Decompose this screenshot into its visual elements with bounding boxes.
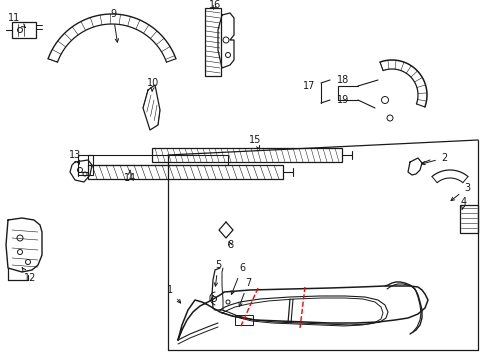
Text: 4: 4: [460, 197, 466, 210]
Text: 8: 8: [226, 240, 233, 250]
Bar: [152, 148, 341, 162]
Text: 12: 12: [22, 268, 36, 283]
Bar: [88, 155, 227, 165]
Text: 13: 13: [69, 150, 81, 164]
Text: 7: 7: [239, 278, 251, 306]
Text: 1: 1: [166, 285, 180, 303]
Bar: [235, 315, 252, 325]
Bar: [459, 205, 477, 233]
Text: 16: 16: [208, 0, 221, 10]
Text: 11: 11: [8, 13, 25, 27]
Text: 2: 2: [421, 153, 446, 165]
Bar: [78, 155, 93, 175]
Text: 14: 14: [123, 170, 136, 183]
Text: 17: 17: [302, 81, 314, 91]
Text: 10: 10: [146, 78, 159, 91]
Bar: [204, 8, 221, 76]
Bar: [88, 165, 283, 179]
Text: 3: 3: [450, 183, 469, 201]
Text: 19: 19: [336, 95, 348, 105]
Text: 18: 18: [336, 75, 348, 85]
Text: 9: 9: [110, 9, 118, 42]
Text: 15: 15: [248, 135, 261, 149]
Text: 6: 6: [231, 263, 244, 294]
Text: 5: 5: [214, 260, 221, 286]
Bar: [12, 22, 36, 38]
